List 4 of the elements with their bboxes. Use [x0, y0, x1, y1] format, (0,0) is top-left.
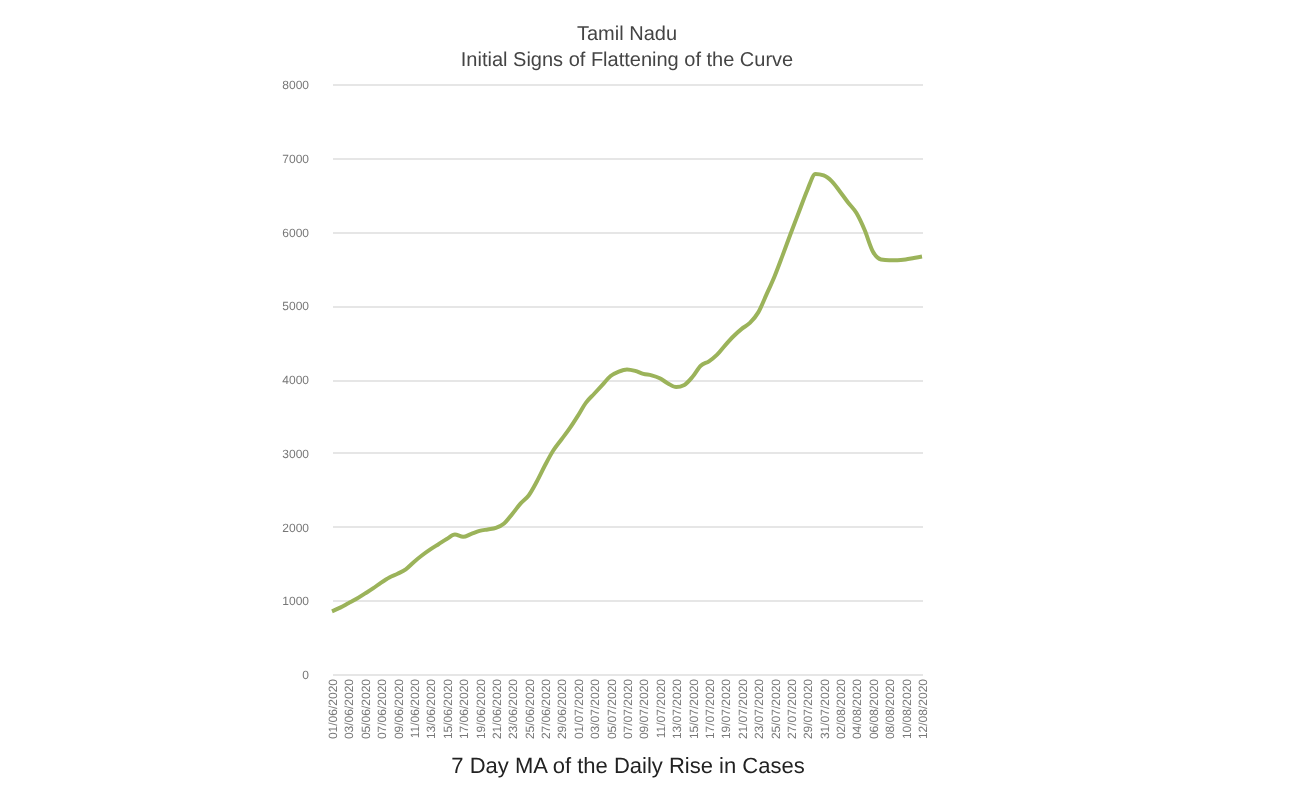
- chart-title: Tamil Nadu: [576, 24, 678, 46]
- line-series: [330, 171, 924, 614]
- x-axis-title: 7 Day MA of the Daily Rise in Cases: [451, 755, 806, 780]
- chart-subtitle: Initial Signs of Flattening of the Curve: [460, 50, 795, 72]
